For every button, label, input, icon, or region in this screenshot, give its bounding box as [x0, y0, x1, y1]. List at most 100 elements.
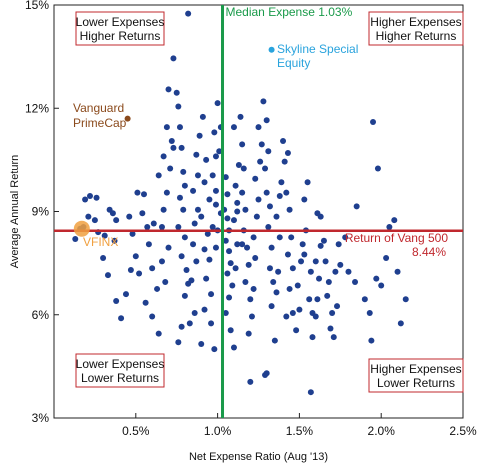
data-point	[301, 251, 308, 258]
data-point	[163, 124, 170, 131]
data-point	[211, 129, 218, 136]
data-point	[314, 296, 321, 303]
data-point	[268, 303, 275, 310]
data-point	[134, 189, 141, 196]
quadrant-label-top-left-line1: Lower Expenses	[76, 15, 165, 29]
x-tick-label: 2.5%	[449, 424, 477, 438]
data-point	[211, 346, 218, 353]
axis-ticks: 0.5% 1.0% 1.5% 2.0% 2.5% 3% 6% 9% 12% 15%	[25, 0, 477, 438]
data-point	[178, 253, 185, 260]
data-point	[253, 213, 260, 220]
data-point	[289, 310, 296, 317]
data-point	[335, 241, 342, 248]
data-point	[104, 272, 111, 279]
data-point	[307, 389, 314, 396]
data-point	[316, 275, 323, 282]
data-point	[85, 213, 92, 220]
data-point	[242, 206, 249, 213]
data-point	[178, 144, 185, 151]
data-point	[93, 194, 100, 201]
data-point	[208, 291, 215, 298]
data-point	[144, 223, 151, 230]
data-point	[194, 206, 201, 213]
data-point	[270, 279, 277, 286]
data-point	[154, 285, 161, 292]
quadrant-label-bottom-right-line2: Lower Returns	[377, 376, 455, 390]
data-point	[296, 306, 303, 313]
data-point	[132, 253, 139, 260]
data-point	[178, 323, 185, 330]
primecap-label-line1: Vanguard	[73, 101, 124, 115]
data-point	[160, 153, 167, 160]
data-point	[206, 196, 213, 203]
data-point	[250, 285, 257, 292]
data-point	[386, 223, 393, 230]
data-point	[280, 137, 287, 144]
data-point	[230, 344, 237, 351]
x-tick-label: 0.5%	[122, 424, 150, 438]
primecap-label-line2: PrimeCap	[73, 116, 127, 130]
data-point	[150, 220, 157, 227]
median-expense-label: Median Expense 1.03%	[226, 5, 353, 19]
data-point	[286, 206, 293, 213]
data-point	[181, 182, 188, 189]
data-point	[109, 210, 116, 217]
data-point	[278, 179, 285, 186]
data-point	[142, 299, 149, 306]
data-point	[204, 230, 211, 237]
data-point	[240, 165, 247, 172]
quadrant-label-top-right-line1: Higher Expenses	[370, 15, 461, 29]
data-point	[111, 237, 118, 244]
data-point	[226, 294, 233, 301]
data-point	[299, 241, 306, 248]
data-point	[293, 327, 300, 334]
quadrant-box-bottom-left	[75, 353, 165, 388]
vang500-return-value: 8.44%	[412, 245, 446, 259]
data-point	[113, 217, 120, 224]
data-point	[402, 296, 409, 303]
data-point	[242, 279, 249, 286]
data-point	[237, 113, 244, 120]
data-point	[368, 337, 375, 344]
data-point	[258, 141, 265, 148]
data-point	[273, 213, 280, 220]
data-point	[175, 339, 182, 346]
data-point	[229, 282, 236, 289]
data-point	[129, 230, 136, 237]
data-point	[170, 144, 177, 151]
data-point	[201, 246, 208, 253]
data-point	[82, 196, 89, 203]
data-point	[222, 237, 229, 244]
data-point	[235, 162, 242, 169]
data-point	[118, 315, 125, 322]
data-point	[271, 337, 278, 344]
data-point	[113, 297, 120, 304]
data-point	[190, 187, 197, 194]
data-point	[276, 234, 283, 241]
quadrant-box-bottom-right	[368, 358, 464, 393]
data-point	[286, 285, 293, 292]
data-point	[248, 313, 255, 320]
data-point	[190, 241, 197, 248]
data-point	[263, 370, 270, 377]
data-point	[273, 289, 280, 296]
data-point	[234, 241, 241, 248]
quadrant-label-top-right-line2: Higher Returns	[376, 29, 457, 43]
data-point	[284, 251, 291, 258]
skyline-label-line2: Equity	[277, 56, 310, 70]
data-point	[234, 208, 241, 215]
data-point	[101, 232, 108, 239]
data-point	[266, 203, 273, 210]
data-point	[139, 210, 146, 217]
data-point	[327, 325, 334, 332]
data-point	[289, 265, 296, 272]
data-point	[330, 334, 337, 341]
data-point	[281, 158, 288, 165]
data-point	[230, 124, 237, 131]
data-point	[209, 172, 216, 179]
data-point	[167, 165, 174, 172]
data-point	[383, 254, 390, 261]
data-point	[158, 223, 165, 230]
data-point	[239, 189, 246, 196]
